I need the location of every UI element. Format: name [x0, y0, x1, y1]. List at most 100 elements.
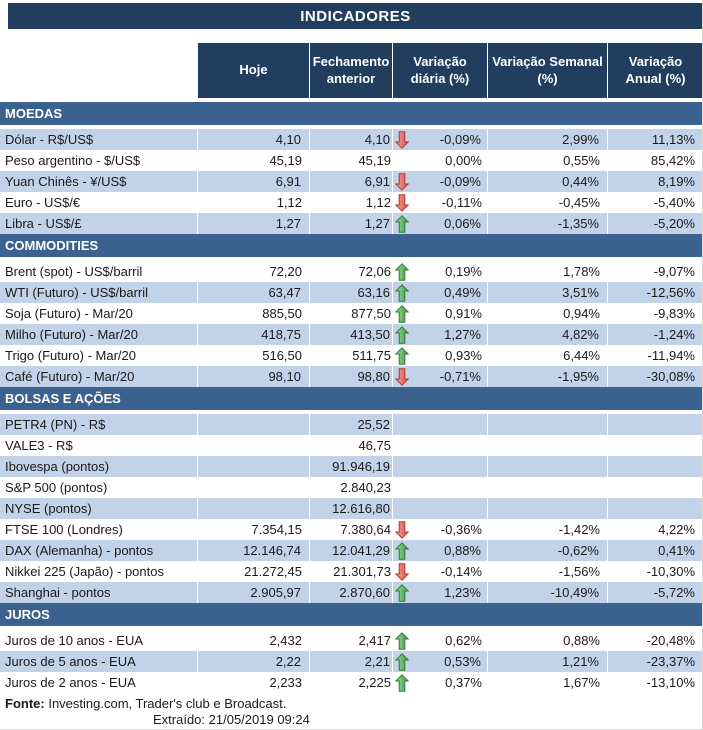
variacao-diaria-value: -0,09% — [439, 132, 481, 147]
cell-variacao-anual: -13,10% — [646, 675, 695, 690]
cell-variacao-semanal: 1,21% — [488, 651, 608, 672]
arrow-up-icon — [395, 673, 409, 692]
arrow-box — [393, 631, 411, 650]
cell-variacao-semanal: 3,51% — [488, 282, 608, 303]
cell-fechamento-anterior: 46,75 — [358, 438, 391, 453]
cell-variacao-semanal: 0,94% — [563, 306, 600, 321]
cell-hoje: 6,91 — [198, 171, 310, 192]
cell-variacao-semanal — [488, 435, 608, 456]
variacao-diaria-value: 0,88% — [444, 543, 481, 558]
table-row: Café (Futuro) - Mar/20 98,10 98,80 — [0, 366, 702, 387]
table-section: COMMODITIES Brent (spot) - US$/barril 72… — [0, 234, 702, 387]
column-header-variacao-anual: Variação Anual (%) — [608, 43, 702, 98]
arrow-down-icon — [395, 172, 409, 191]
table-row: Trigo (Futuro) - Mar/20 516,50 511,75 — [0, 345, 702, 366]
cell-variacao-anual: -5,20% — [608, 213, 702, 234]
cell-hoje: 21.272,45 — [244, 564, 302, 579]
table-row: Dólar - R$/US$ 4,10 4,10 — [0, 129, 702, 150]
cell-variacao-semanal: -1,35% — [488, 213, 608, 234]
cell-variacao-diaria: 0,93% — [393, 345, 488, 366]
section-title: MOEDAS — [5, 106, 63, 121]
cell-fechamento-anterior: 2,225 — [358, 675, 391, 690]
section-header: JUROS — [0, 603, 702, 626]
arrow-box — [393, 193, 411, 212]
variacao-diaria-value: 0,91% — [445, 306, 482, 321]
cell-variacao-semanal: -1,42% — [558, 522, 600, 537]
extracted-label: Extraído: — [153, 712, 206, 727]
cell-label: Juros de 2 anos - EUA — [5, 675, 136, 690]
cell-variacao-diaria: 0,19% — [393, 261, 488, 282]
cell-fechamento-anterior: 4,10 — [310, 129, 393, 150]
variacao-diaria-value: 0,53% — [444, 654, 481, 669]
cell-label: WTI (Futuro) - US$/barril — [0, 282, 198, 303]
arrow-box — [393, 262, 411, 281]
section-title: COMMODITIES — [5, 238, 99, 253]
cell-hoje: 2,432 — [269, 633, 302, 648]
cell-hoje: 885,50 — [262, 306, 302, 321]
variacao-diaria-value: 0,06% — [444, 216, 481, 231]
cell-hoje: 2,22 — [198, 651, 310, 672]
cell-hoje — [198, 435, 310, 456]
cell-variacao-anual — [608, 498, 702, 519]
cell-label: Libra - US$/£ — [0, 213, 198, 234]
table-section: MOEDAS Dólar - R$/US$ 4,10 4,10 — [0, 102, 702, 234]
cell-variacao-anual — [608, 477, 702, 498]
cell-variacao-diaria: 0,91% — [393, 303, 488, 324]
column-header-variacao-semanal: Variação Semanal (%) — [488, 43, 608, 98]
cell-hoje: 418,75 — [198, 324, 310, 345]
table-row: Milho (Futuro) - Mar/20 418,75 413,50 — [0, 324, 702, 345]
arrow-down-icon — [395, 562, 409, 581]
cell-fechamento-anterior: 2,21 — [310, 651, 393, 672]
cell-fechamento-anterior: 63,16 — [310, 282, 393, 303]
cell-variacao-semanal: -1,56% — [558, 564, 600, 579]
cell-variacao-semanal: -1,95% — [488, 366, 608, 387]
arrow-down-icon — [395, 193, 409, 212]
table-row: Juros de 5 anos - EUA 2,22 2,21 — [0, 651, 702, 672]
section-header: COMMODITIES — [0, 234, 702, 257]
section-rows: Brent (spot) - US$/barril 72,20 72,06 — [0, 261, 702, 387]
variacao-diaria-value: -0,36% — [440, 522, 482, 537]
variacao-diaria-value: 0,00% — [445, 153, 482, 168]
cell-variacao-semanal: 1,78% — [563, 264, 600, 279]
cell-hoje — [198, 456, 310, 477]
cell-variacao-diaria: 0,53% — [393, 651, 488, 672]
cell-fechamento-anterior: 91.946,19 — [310, 456, 393, 477]
cell-variacao-semanal: -10,49% — [488, 582, 608, 603]
variacao-diaria-value: -0,11% — [441, 195, 482, 210]
cell-variacao-anual: -9,07% — [653, 264, 695, 279]
cell-variacao-semanal: 6,44% — [563, 348, 600, 363]
variacao-diaria-value: -0,14% — [440, 564, 482, 579]
source-label: Fonte: — [5, 696, 45, 711]
cell-variacao-semanal: 0,55% — [563, 153, 600, 168]
variacao-diaria-value: -0,71% — [439, 369, 481, 384]
cell-variacao-diaria: -0,09% — [393, 171, 488, 192]
cell-fechamento-anterior: 1,12 — [365, 195, 391, 210]
cell-hoje: 45,19 — [269, 153, 302, 168]
cell-hoje: 63,47 — [198, 282, 310, 303]
arrow-down-icon — [395, 520, 409, 539]
cell-variacao-semanal — [488, 498, 608, 519]
cell-label: PETR4 (PN) - R$ — [0, 414, 198, 435]
cell-variacao-semanal: -0,62% — [488, 540, 608, 561]
cell-variacao-anual — [608, 435, 702, 456]
cell-variacao-diaria — [393, 477, 488, 498]
arrow-up-icon — [395, 652, 409, 671]
cell-variacao-anual: -23,37% — [608, 651, 702, 672]
variacao-diaria-value: 0,49% — [444, 285, 481, 300]
table-row: WTI (Futuro) - US$/barril 63,47 63,16 — [0, 282, 702, 303]
cell-variacao-anual: 11,13% — [608, 129, 702, 150]
cell-label: S&P 500 (pontos) — [5, 480, 108, 495]
cell-label: NYSE (pontos) — [0, 498, 198, 519]
cell-fechamento-anterior: 21.301,73 — [333, 564, 391, 579]
cell-variacao-semanal: 1,67% — [563, 675, 600, 690]
cell-hoje: 12.146,74 — [198, 540, 310, 561]
cell-variacao-diaria: 0,06% — [393, 213, 488, 234]
section-rows: Juros de 10 anos - EUA 2,432 2,417 — [0, 630, 702, 693]
variacao-diaria-value: 0,19% — [445, 264, 482, 279]
cell-variacao-diaria — [393, 435, 488, 456]
cell-variacao-anual: -5,40% — [653, 195, 695, 210]
cell-fechamento-anterior: 45,19 — [358, 153, 391, 168]
cell-variacao-anual: 4,22% — [658, 522, 695, 537]
cell-hoje: 98,10 — [198, 366, 310, 387]
cell-variacao-anual: 85,42% — [650, 153, 695, 168]
